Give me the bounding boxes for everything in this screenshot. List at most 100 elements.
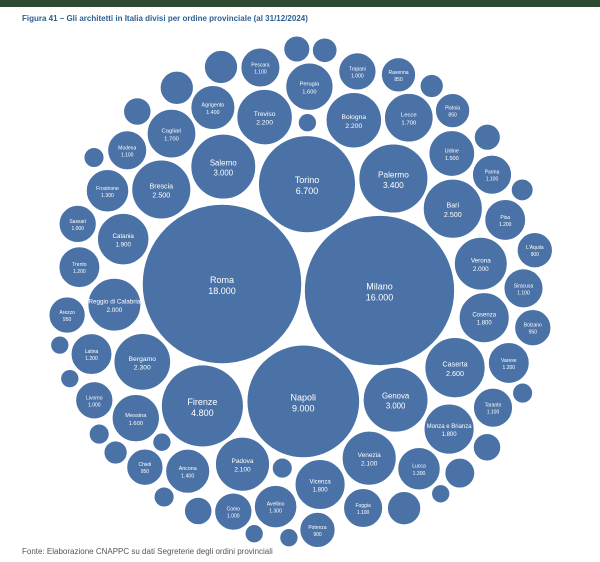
bubble-circle (516, 231, 554, 269)
bubble-value: 1.200 (73, 269, 86, 275)
bubble-matera (183, 496, 213, 526)
bubble-crotone (88, 423, 111, 446)
bubble-circle (458, 291, 511, 344)
bubble-circle (271, 457, 294, 480)
bubble-value: 9.000 (292, 403, 315, 413)
bubble-reggio-emilia (49, 334, 70, 356)
bubble-label: Bergamo (129, 356, 157, 363)
bubble-circle (511, 382, 534, 405)
bubble-circle (396, 446, 442, 491)
bubble-circle (88, 423, 111, 446)
bubble-value: 1.300 (413, 471, 426, 477)
bubble-label: Cosenza (472, 313, 496, 319)
bubble-label: Pisa (500, 215, 510, 221)
bubble-circle (487, 341, 531, 385)
bubble-value: 2.500 (444, 211, 462, 219)
bubble-circle (342, 487, 384, 529)
bubble-circle (253, 484, 298, 529)
bubble-label: Modena (118, 145, 136, 151)
bubble-padova: Padova 2.100 (214, 436, 271, 493)
bubble-circle (294, 458, 347, 511)
bubble-circle (386, 490, 422, 526)
bubble-value: 2.100 (234, 467, 251, 474)
bubble-label: Monza e Brianza (427, 424, 473, 430)
bubble-label: Bologna (342, 114, 367, 121)
bubble-label: Agrigento (202, 103, 225, 109)
bubble-circle (239, 46, 281, 89)
bubble-circle (472, 432, 502, 462)
bubble-value: 850 (394, 77, 403, 83)
bubble-label: Verona (471, 258, 491, 265)
bubble-circle (337, 51, 378, 92)
bubble-value: 1.100 (121, 152, 134, 158)
bubble-value: 1.800 (442, 432, 458, 438)
bubble-circle (257, 134, 357, 234)
bubble-value: 1.300 (269, 509, 282, 515)
bubble-value: 900 (313, 532, 322, 538)
bubble-circle (141, 203, 303, 365)
bubble-value: 3.000 (214, 168, 234, 177)
bubble-circle (189, 84, 236, 131)
top-accent-bar (0, 0, 600, 7)
bubble-circle (125, 448, 165, 487)
bubble-circle (106, 129, 148, 171)
bubble-label: Reggio di Calabria (88, 299, 140, 306)
bubble-label: Udine (445, 149, 459, 155)
bubble-label: Cagliari (162, 129, 182, 135)
bubble-value: 2.500 (152, 192, 170, 200)
bubble-label: Ravenna (388, 70, 408, 76)
bubble-value: 1.400 (181, 474, 194, 480)
bubble-circle (82, 146, 106, 169)
bubble-value: 1.600 (302, 89, 316, 95)
bubble-value: 1.000 (88, 402, 101, 408)
bubble-label: Parma (485, 170, 500, 176)
bubble-value: 1.100 (486, 177, 499, 183)
bubble-label: Brescia (149, 183, 173, 191)
bubble-vercelli (510, 177, 535, 202)
bubble-label: Messina (125, 413, 147, 419)
bubble-circle (380, 56, 417, 93)
bubble-value: 2.600 (446, 369, 464, 378)
bubble-circle (59, 368, 80, 389)
bubble-value: 18.000 (208, 286, 236, 296)
bubble-value: 2.300 (134, 365, 151, 372)
bubble-novara (159, 70, 195, 106)
bubble-circle (235, 88, 294, 146)
bubble-value: 1.000 (351, 73, 364, 79)
bubble-label: Sassari (69, 219, 86, 225)
bubble-value: 2.200 (345, 123, 362, 130)
bubble-circle (122, 96, 153, 127)
bubble-value: 1.800 (477, 321, 493, 327)
bubble-circle (189, 133, 257, 201)
bubble-circle (284, 62, 335, 112)
bubble-circle (282, 34, 311, 64)
chart-title: Figura 41 – Gli architetti in Italia div… (22, 14, 308, 23)
bubble-circle (153, 485, 176, 509)
bubble-caltanissetta (473, 123, 502, 152)
bubble-label: Pistoia (445, 106, 460, 112)
bubble-circle (325, 91, 383, 149)
bubble-value: 1.200 (85, 356, 98, 362)
bubble-circle (472, 387, 514, 429)
bubble-terni (443, 457, 476, 490)
bubble-gorizia (271, 457, 294, 480)
bubble-la-spezia (122, 96, 153, 127)
bubble-bologna: Bologna 2.200 (325, 91, 383, 149)
